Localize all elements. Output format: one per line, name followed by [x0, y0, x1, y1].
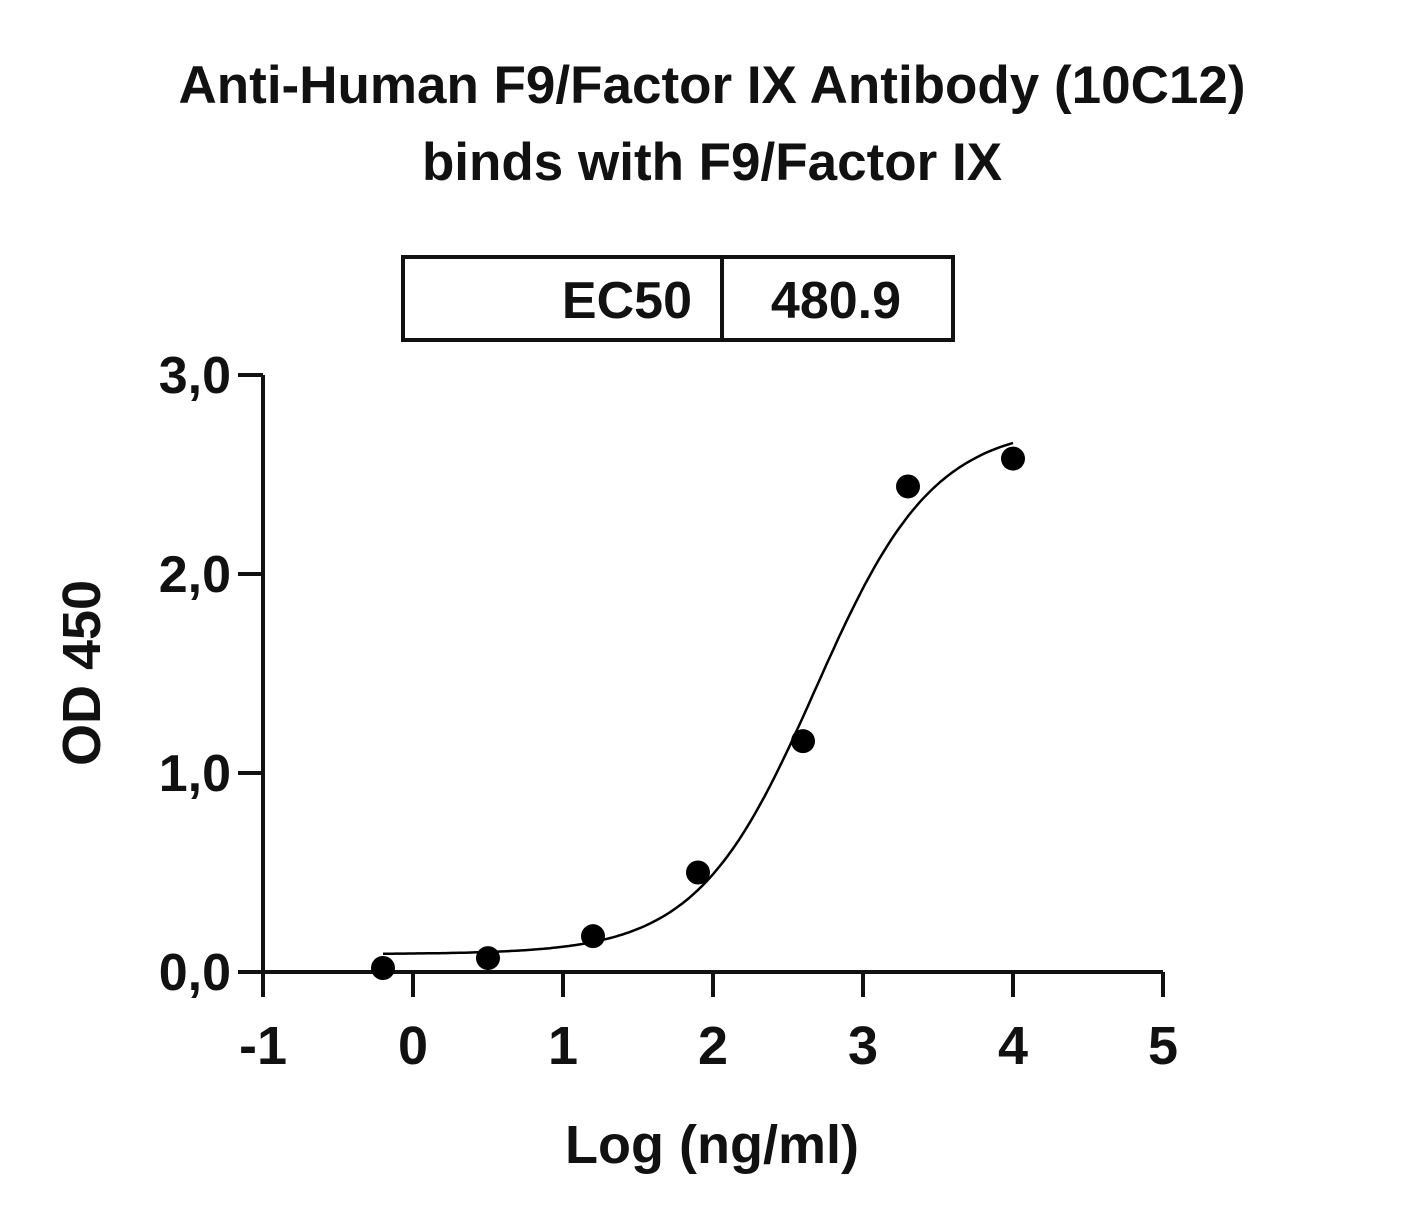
x-axis-label: Log (ng/ml) — [565, 1115, 859, 1175]
ec50-label: EC50 — [562, 272, 692, 330]
data-point — [686, 860, 710, 885]
data-point — [791, 729, 815, 754]
axes: 0,0 1,0 2,0 3,0 -1 0 1 2 3 4 5 — [159, 347, 1178, 1076]
y-tick-label: 0,0 — [159, 944, 231, 1002]
x-tick-label: -1 — [239, 1016, 287, 1076]
ec50-table-border — [401, 255, 955, 342]
y-axis-label: OD 450 — [52, 580, 112, 766]
ec50-value: 480.9 — [771, 272, 901, 330]
y-tick-label: 1,0 — [159, 745, 231, 803]
data-point — [476, 946, 500, 971]
x-tick-label: 5 — [1148, 1016, 1178, 1076]
chart-title-line-1: Anti-Human F9/Factor IX Antibody (10C12) — [179, 56, 1246, 115]
data-point — [1001, 446, 1025, 471]
data-point — [896, 474, 920, 499]
x-tick-label: 1 — [548, 1016, 578, 1076]
data-point — [371, 956, 395, 981]
chart-title-line-2: binds with F9/Factor IX — [422, 133, 1002, 192]
data-point — [581, 924, 605, 949]
plot-marks — [371, 441, 1025, 981]
x-tick-label: 0 — [398, 1016, 428, 1076]
y-tick-label: 2,0 — [159, 546, 231, 604]
x-tick-label: 2 — [698, 1016, 728, 1076]
ec50-table: EC50 480.9 — [401, 255, 955, 342]
x-tick-label: 3 — [848, 1016, 878, 1076]
y-tick-label: 3,0 — [159, 347, 231, 405]
x-tick-label: 4 — [998, 1016, 1028, 1076]
